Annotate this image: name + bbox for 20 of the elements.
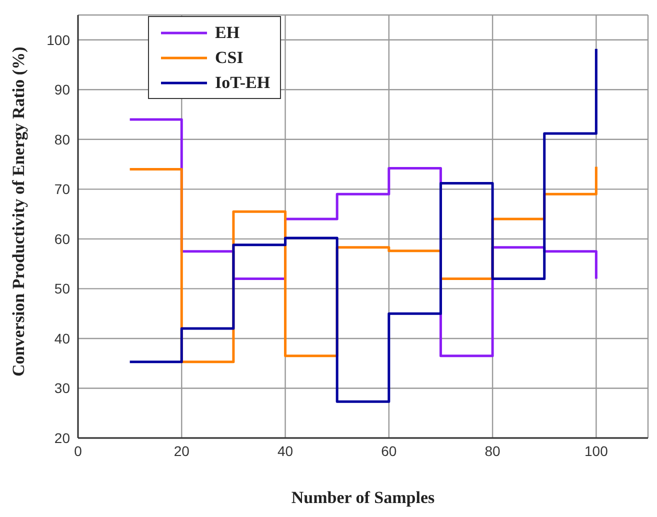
x-tick-label: 0 bbox=[74, 442, 82, 459]
y-tick-label: 80 bbox=[54, 131, 70, 148]
y-tick-label: 90 bbox=[54, 82, 70, 98]
y-tick-label: 100 bbox=[46, 32, 70, 48]
x-tick-label: 60 bbox=[381, 442, 397, 459]
y-tick-label: 60 bbox=[54, 230, 70, 247]
legend-label: CSI bbox=[215, 48, 244, 68]
x-tick-label: 100 bbox=[584, 442, 608, 459]
x-tick-label: 40 bbox=[277, 442, 294, 459]
y-axis-title: Conversion Productivity of Energy Ratio (%) bbox=[9, 46, 28, 376]
y-tick-label: 40 bbox=[54, 330, 70, 346]
y-tick-label: 30 bbox=[54, 380, 70, 396]
legend-label: EH bbox=[215, 22, 240, 42]
legend-label: IoT-EH bbox=[215, 72, 270, 92]
x-axis-title: Number of Samples bbox=[291, 488, 436, 507]
y-tick-label: 70 bbox=[54, 181, 70, 198]
y-tick-label: 50 bbox=[54, 280, 70, 297]
x-tick-label: 80 bbox=[484, 442, 501, 459]
y-tick-label: 20 bbox=[54, 430, 70, 446]
x-tick-label: 20 bbox=[174, 442, 190, 459]
